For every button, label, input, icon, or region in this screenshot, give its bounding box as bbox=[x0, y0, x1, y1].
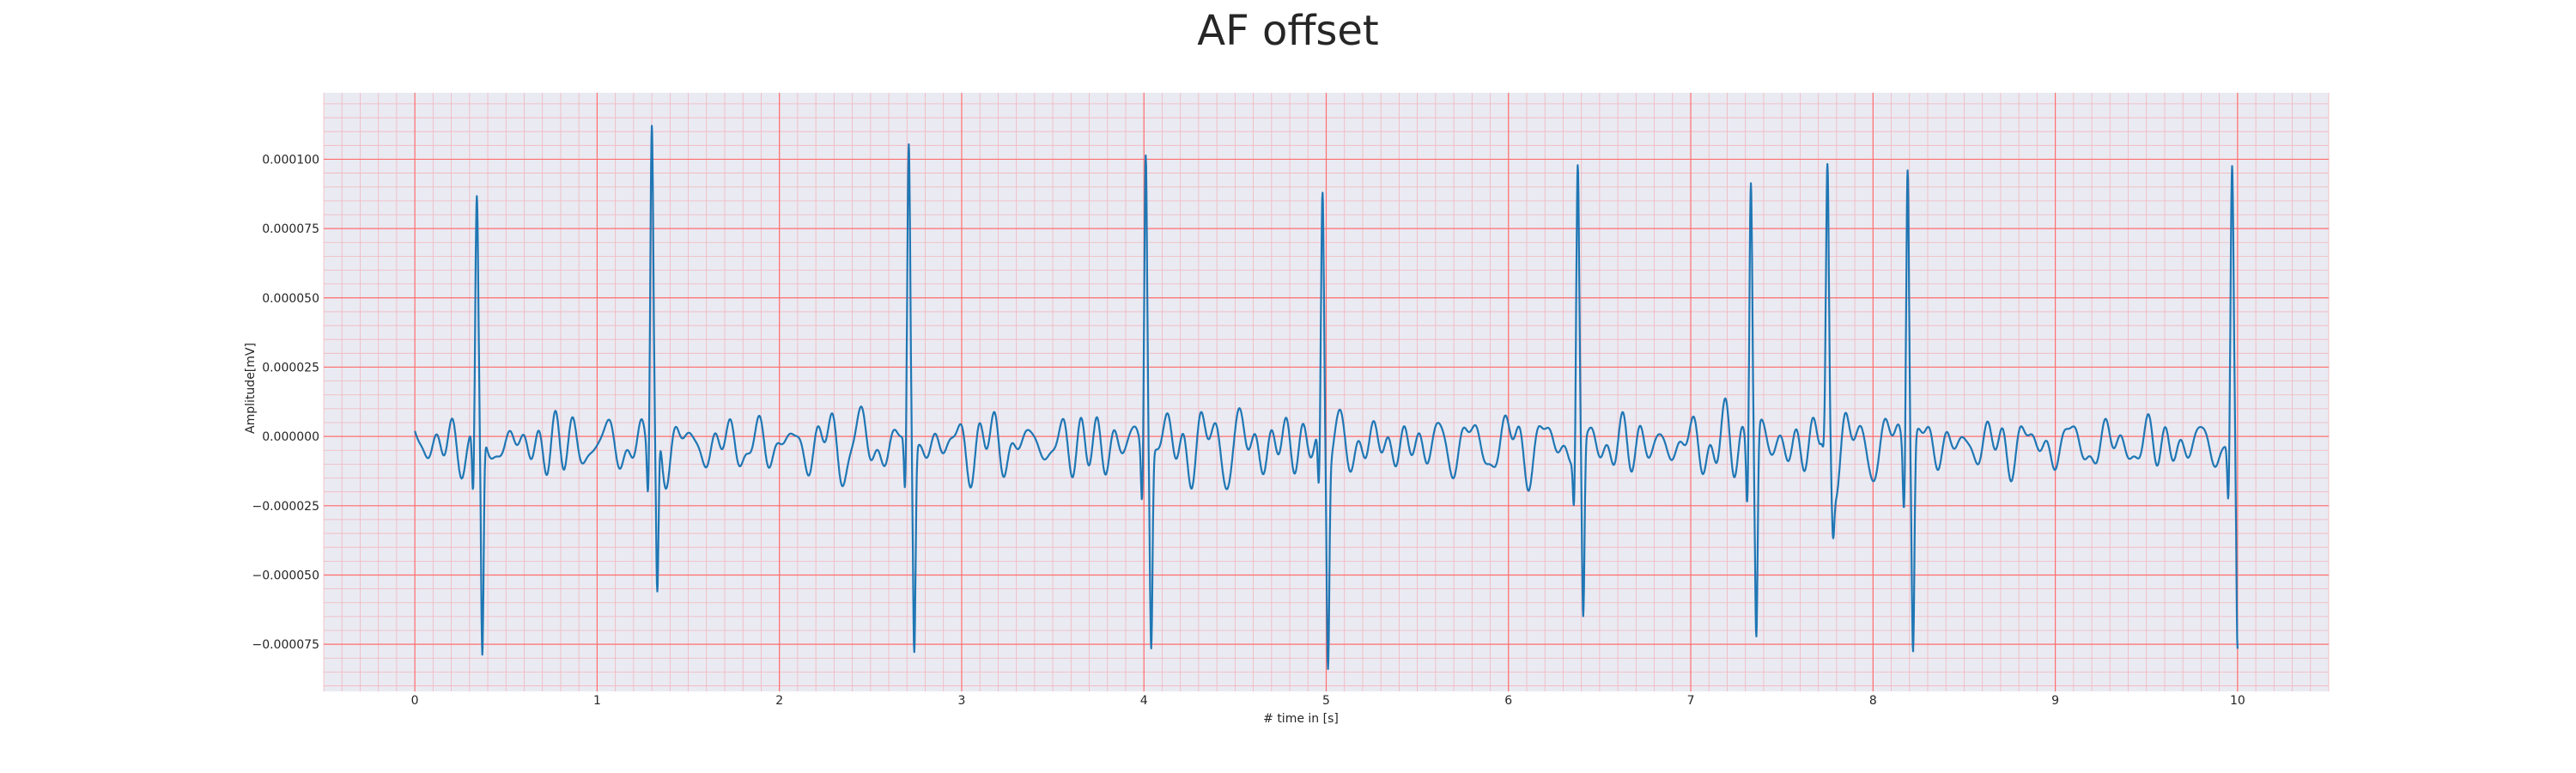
x-tick-label: 5 bbox=[1322, 694, 1330, 708]
x-tick-label: 1 bbox=[593, 694, 601, 708]
x-tick-label: 6 bbox=[1504, 694, 1512, 708]
x-axis: 0 1 2 3 4 5 6 7 8 9 10 bbox=[411, 694, 2245, 708]
y-tick-label: −0.000025 bbox=[252, 500, 319, 514]
y-axis: −0.000075 −0.000050 −0.000025 0.000000 0.000… bbox=[252, 153, 319, 652]
x-tick-label: 0 bbox=[411, 694, 419, 708]
y-tick-label: 0.000000 bbox=[262, 430, 319, 444]
series-group bbox=[414, 125, 2239, 671]
x-tick-label: 7 bbox=[1687, 694, 1695, 708]
x-axis-label: # time in [s] bbox=[1263, 712, 1339, 726]
plot-area bbox=[323, 93, 2330, 691]
series-line-ecg bbox=[414, 125, 2239, 671]
y-tick-label: 0.000075 bbox=[262, 222, 319, 236]
x-tick-label: 2 bbox=[775, 694, 783, 708]
x-tick-label: 3 bbox=[957, 694, 965, 708]
y-axis-label: Amplitude[mV] bbox=[244, 343, 258, 434]
y-tick-label: −0.000050 bbox=[252, 569, 319, 582]
y-tick-label: −0.000075 bbox=[252, 638, 319, 652]
chart-title: AF offset bbox=[1197, 7, 1379, 55]
x-tick-label: 10 bbox=[2230, 694, 2245, 708]
y-tick-label: 0.000025 bbox=[262, 361, 319, 374]
x-tick-label: 8 bbox=[1869, 694, 1877, 708]
x-tick-label: 4 bbox=[1140, 694, 1148, 708]
y-tick-label: 0.000100 bbox=[262, 153, 319, 167]
x-tick-label: 9 bbox=[2051, 694, 2059, 708]
y-tick-label: 0.000050 bbox=[262, 292, 319, 306]
